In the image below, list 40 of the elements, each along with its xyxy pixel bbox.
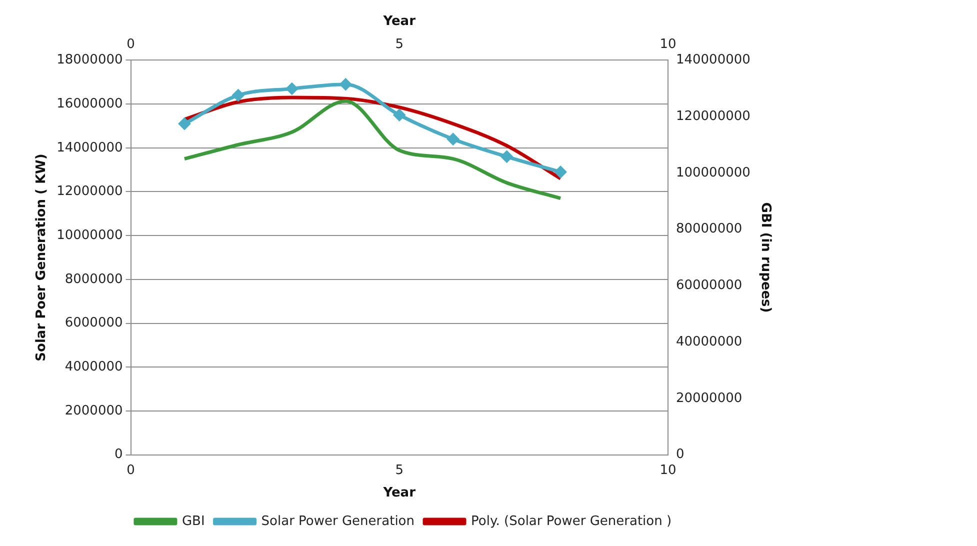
y-tick-label: 18000000 — [56, 52, 123, 68]
x2-tick-label: 10 — [660, 36, 676, 52]
y2-tick-label: 120000000 — [676, 108, 750, 124]
x-tick-label: 10 — [660, 462, 676, 478]
y2-tick-label: 100000000 — [676, 165, 750, 180]
point — [340, 78, 352, 90]
y-tick-label: 6000000 — [64, 316, 123, 331]
y2-tick-label: 60000000 — [676, 278, 742, 294]
y-axis-title: Solar Poer Generation ( KW) — [34, 154, 50, 362]
y2-tick-label: 40000000 — [676, 334, 742, 350]
y-tick-label: 14000000 — [56, 140, 123, 156]
x-axis-title: Year — [382, 486, 416, 501]
y-tick-label: 16000000 — [56, 96, 123, 112]
y2-tick-label: 140000000 — [676, 52, 750, 68]
line-series — [182, 99, 562, 200]
y-tick-label: 4000000 — [64, 359, 123, 374]
point — [394, 109, 406, 121]
y2-tick-label: 20000000 — [676, 390, 742, 406]
y2-tick-label: 80000000 — [676, 222, 742, 237]
x2-tick-label: 5 — [395, 36, 404, 52]
legend-label: Solar Power Generation — [261, 514, 415, 529]
y-tick-label: 10000000 — [56, 228, 123, 243]
x2-tick-label: 0 — [126, 36, 135, 52]
y-tick-label: 0 — [114, 447, 123, 462]
y-tick-label: 8000000 — [64, 272, 123, 287]
y2-tick-label: 0 — [676, 447, 684, 462]
x2-axis-title: Year — [382, 14, 416, 30]
x-tick-label: 5 — [395, 462, 404, 478]
point — [501, 150, 513, 162]
point — [286, 82, 298, 94]
point — [232, 90, 244, 102]
legend-label: GBI — [182, 514, 205, 529]
x-tick-label: 0 — [126, 462, 135, 478]
y2-axis-title: GBI (in rupees) — [758, 202, 773, 313]
y-tick-label: 2000000 — [64, 403, 123, 418]
point — [447, 133, 459, 145]
y-tick-label: 12000000 — [56, 184, 123, 200]
point — [554, 166, 566, 178]
point — [178, 118, 190, 130]
legend-label: Poly. (Solar Power Generation ) — [471, 514, 672, 529]
